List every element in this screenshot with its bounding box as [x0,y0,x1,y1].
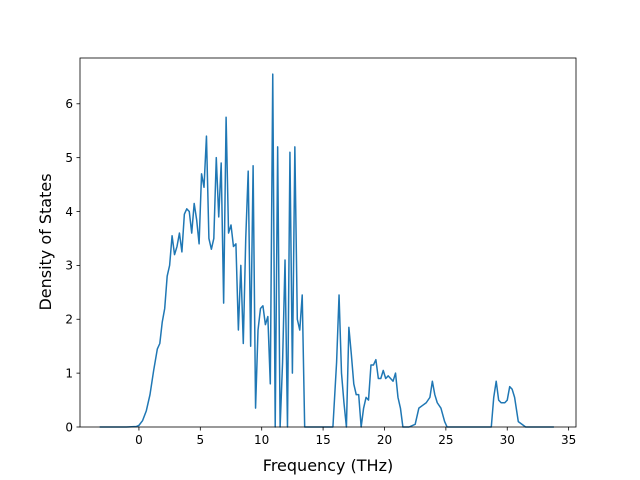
y-tick-label: 2 [65,313,73,327]
y-tick-label: 1 [65,366,73,380]
x-tick-label: 20 [377,433,392,447]
x-tick-label: 15 [315,433,330,447]
x-axis: 0 5 10 15 20 25 30 35 [135,427,576,447]
y-axis-label: Density of States [36,173,55,310]
axes-frame [79,57,577,428]
y-tick-label: 5 [65,151,73,165]
x-tick-label: 25 [438,433,453,447]
x-tick-label: 35 [561,433,576,447]
x-tick-label: 5 [196,433,204,447]
y-tick-label: 0 [65,420,73,434]
x-tick-label: 0 [135,433,143,447]
x-tick-label: 10 [254,433,269,447]
x-axis-label: Frequency (THz) [263,456,393,475]
y-tick-label: 4 [65,205,73,219]
y-tick-label: 6 [65,97,73,111]
y-tick-label: 3 [65,259,73,273]
x-tick-label: 30 [500,433,515,447]
dos-series-line-0 [99,73,554,428]
y-axis: 0 1 2 3 4 5 6 [65,97,80,434]
plot-area [99,73,554,428]
